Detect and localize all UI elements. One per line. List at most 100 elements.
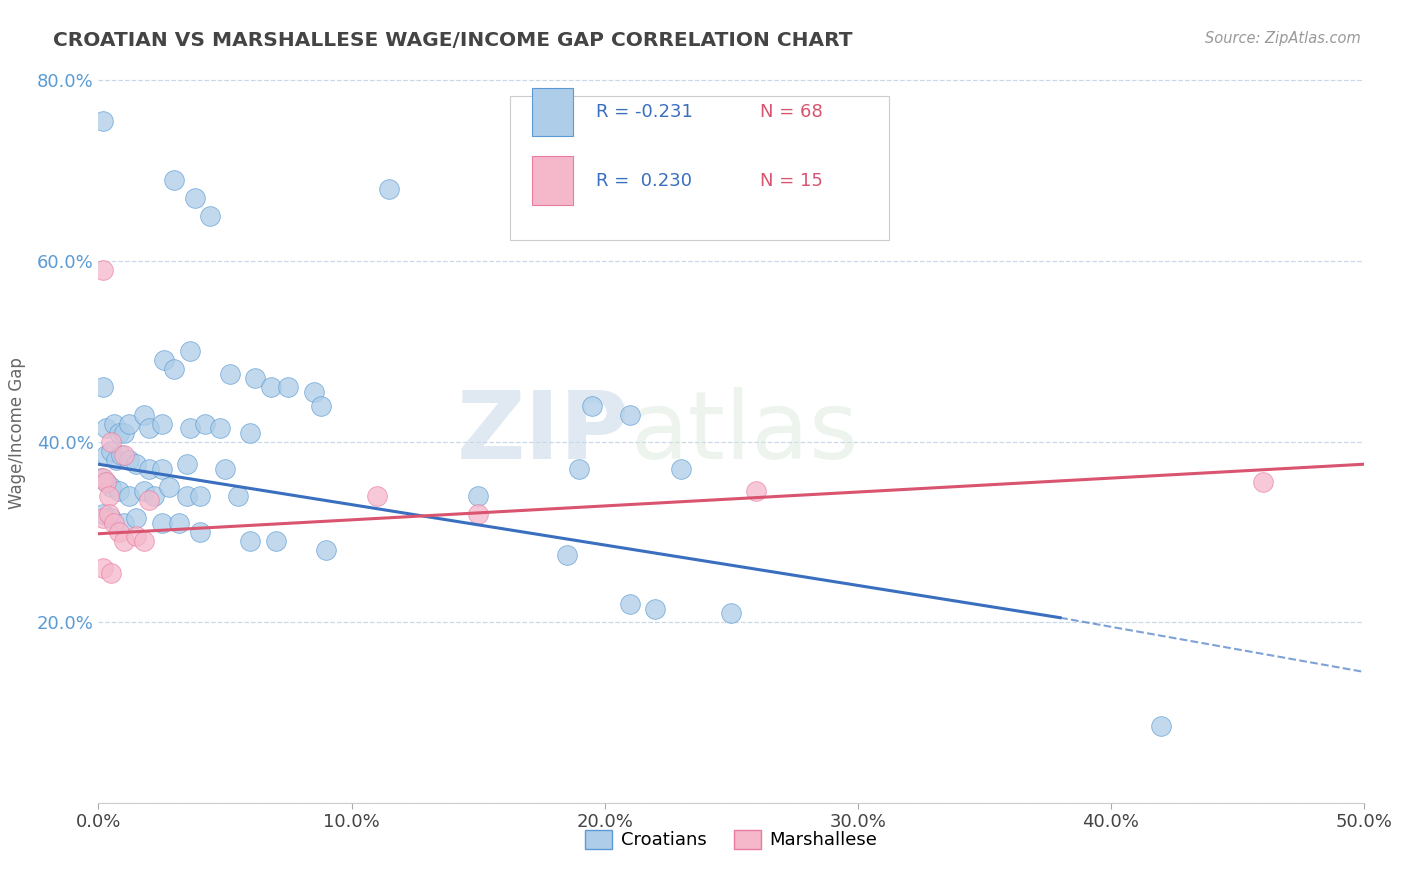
Point [103, 417, 125, 431]
Point [93, 561, 115, 575]
Point [259, 380, 281, 394]
Point [112, 533, 135, 548]
Point [138, 421, 160, 435]
Point [208, 421, 231, 435]
Point [112, 516, 135, 530]
Point [315, 543, 337, 558]
Point [183, 191, 205, 205]
Point [745, 484, 768, 499]
Point [97, 489, 120, 503]
Point [125, 457, 148, 471]
Point [100, 434, 122, 449]
Point [112, 425, 135, 440]
Point [125, 511, 148, 525]
Point [179, 421, 201, 435]
Point [103, 516, 125, 530]
Point [214, 461, 236, 475]
Point [219, 367, 242, 381]
Point [1251, 475, 1274, 490]
Point [245, 371, 267, 385]
Point [302, 384, 325, 399]
Point [619, 408, 641, 422]
Point [1150, 719, 1173, 733]
Point [239, 533, 262, 548]
Point [188, 489, 211, 503]
Point [143, 489, 166, 503]
Point [94, 475, 117, 490]
Point [669, 461, 692, 475]
Point [93, 263, 115, 277]
Point [118, 489, 141, 503]
Point [150, 417, 173, 431]
FancyBboxPatch shape [533, 88, 574, 136]
Point [467, 507, 489, 521]
Text: ZIP: ZIP [457, 386, 630, 479]
Point [132, 533, 155, 548]
Point [644, 601, 666, 615]
Point [188, 524, 211, 539]
Text: N = 15: N = 15 [761, 171, 823, 189]
Text: CROATIAN VS MARSHALLESE WAGE/INCOME GAP CORRELATION CHART: CROATIAN VS MARSHALLESE WAGE/INCOME GAP … [53, 31, 853, 50]
Point [264, 533, 287, 548]
Point [110, 448, 132, 462]
Point [93, 380, 115, 394]
Point [107, 425, 129, 440]
Point [163, 173, 186, 187]
Point [100, 566, 122, 580]
Point [163, 362, 186, 376]
Point [138, 461, 160, 475]
Point [107, 484, 129, 499]
Point [132, 408, 155, 422]
Point [179, 344, 201, 359]
Point [100, 511, 122, 525]
Point [176, 457, 198, 471]
Point [277, 380, 299, 394]
Point [720, 606, 742, 620]
Text: atlas: atlas [630, 386, 858, 479]
Point [198, 209, 221, 223]
Point [94, 421, 117, 435]
Point [226, 489, 249, 503]
Point [100, 443, 122, 458]
Point [619, 597, 641, 611]
Point [125, 529, 148, 543]
Text: R = -0.231: R = -0.231 [596, 103, 693, 121]
Point [309, 399, 332, 413]
Point [150, 516, 173, 530]
Point [555, 548, 578, 562]
Point [239, 425, 262, 440]
Point [132, 484, 155, 499]
Point [100, 480, 122, 494]
Point [107, 524, 129, 539]
Point [581, 399, 603, 413]
Point [90, 471, 112, 485]
Point [105, 452, 128, 467]
Point [150, 461, 173, 475]
Point [568, 461, 591, 475]
Text: R =  0.230: R = 0.230 [596, 171, 692, 189]
Point [94, 475, 117, 490]
FancyBboxPatch shape [533, 156, 574, 204]
Point [118, 417, 141, 431]
Text: Source: ZipAtlas.com: Source: ZipAtlas.com [1205, 31, 1361, 46]
Point [157, 480, 180, 494]
Point [378, 182, 401, 196]
Point [93, 114, 115, 128]
Point [796, 209, 818, 223]
Point [467, 489, 489, 503]
Point [138, 493, 160, 508]
Point [366, 489, 388, 503]
Y-axis label: Wage/Income Gap: Wage/Income Gap [7, 357, 25, 508]
Point [93, 511, 115, 525]
Point [93, 507, 115, 521]
Point [153, 353, 176, 368]
Point [176, 489, 198, 503]
Point [112, 448, 135, 462]
FancyBboxPatch shape [510, 95, 889, 240]
Point [93, 471, 115, 485]
Point [118, 452, 141, 467]
Point [94, 448, 117, 462]
Legend: Croatians, Marshallese: Croatians, Marshallese [578, 823, 884, 856]
Text: N = 68: N = 68 [761, 103, 823, 121]
Point [97, 507, 120, 521]
